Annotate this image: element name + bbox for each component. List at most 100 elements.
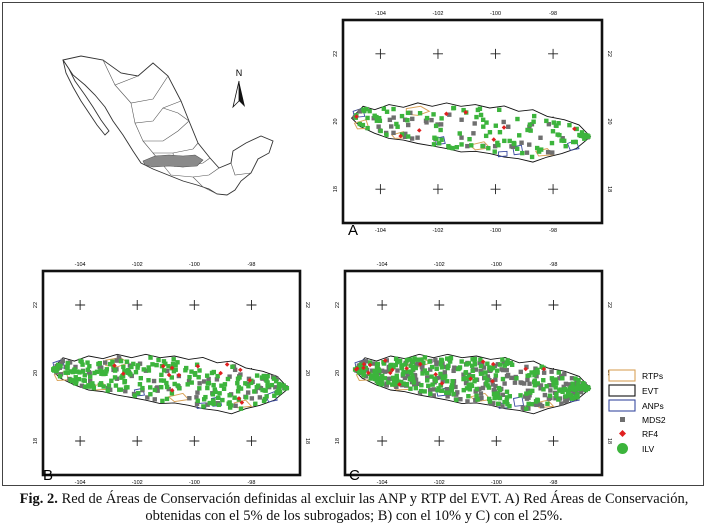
- ilv-point: [246, 383, 251, 389]
- ilv-point: [449, 385, 454, 390]
- ilv-point: [527, 373, 532, 378]
- mds2-point: [438, 122, 444, 127]
- ilv-point: [128, 372, 133, 377]
- ilv-point: [395, 124, 400, 129]
- grid-cross: [490, 48, 501, 59]
- lat-tick-label-left: 20: [333, 118, 339, 124]
- mds2-point: [479, 395, 484, 401]
- ilv-point: [495, 140, 500, 146]
- mexico-outline: [62, 55, 274, 196]
- mds2-point: [155, 388, 160, 393]
- ilv-point: [425, 378, 430, 383]
- lat-tick-label-left: 18: [33, 438, 39, 444]
- ilv-point: [527, 122, 533, 127]
- mds2-point: [152, 397, 157, 402]
- rf4-point: [541, 366, 547, 372]
- ilv-point: [524, 391, 529, 396]
- ilv-point: [439, 137, 444, 142]
- ilv-point: [213, 389, 218, 395]
- ilv-point: [395, 359, 400, 365]
- grid-cross: [432, 184, 443, 195]
- ilv-point: [393, 362, 398, 368]
- ilv-point: [431, 112, 436, 117]
- ilv-point: [101, 384, 106, 389]
- rf4-point: [354, 114, 359, 119]
- mexico-inset-map: N: [62, 55, 274, 196]
- legend-swatch: [617, 443, 628, 454]
- ilv-point: [236, 385, 242, 390]
- ilv-point: [177, 386, 182, 391]
- ilv-point: [380, 373, 385, 378]
- lat-tick-label-right: 22: [304, 302, 310, 308]
- ilv-point: [357, 121, 362, 127]
- mds2-point: [447, 387, 452, 393]
- ilv-point: [477, 106, 483, 111]
- ilv-point: [411, 380, 417, 385]
- ilv-point: [436, 386, 441, 391]
- ilv-point: [520, 150, 525, 156]
- mds2-point: [491, 387, 497, 393]
- ilv-point: [487, 399, 493, 404]
- ilv-point: [450, 378, 455, 384]
- ilv-point: [94, 369, 100, 375]
- ilv-point: [433, 123, 439, 129]
- ilv-point: [152, 387, 158, 393]
- ilv-point: [418, 388, 424, 394]
- mds2-point: [512, 380, 518, 385]
- grid-cross: [132, 436, 143, 446]
- ilv-point: [265, 373, 270, 379]
- ilv-point: [363, 365, 368, 371]
- mds2-point: [420, 368, 425, 373]
- ilv-point: [164, 396, 170, 402]
- ilv-point: [232, 395, 237, 400]
- ilv-point: [407, 376, 413, 382]
- lon-tick-label-bottom: -98: [247, 480, 255, 485]
- ilv-point: [379, 376, 384, 382]
- rf4-point: [218, 370, 223, 376]
- rf4-point: [169, 388, 175, 393]
- ilv-point: [204, 373, 210, 378]
- mds2-point: [394, 384, 399, 389]
- legend-swatch: [619, 430, 626, 437]
- ilv-point: [360, 122, 366, 128]
- legend: RTPs EVT ANPs MDS2 RF4 ILV: [608, 369, 666, 454]
- ilv-point: [205, 385, 210, 391]
- ilv-point: [243, 381, 248, 386]
- grid-cross: [377, 436, 388, 446]
- ilv-point: [98, 368, 103, 373]
- rf4-point: [388, 370, 393, 376]
- ilv-point: [133, 369, 139, 375]
- mds2-point: [524, 364, 529, 370]
- mds2-point: [440, 379, 445, 384]
- ilv-point: [65, 370, 71, 375]
- ilv-point: [70, 369, 76, 375]
- ilv-point: [535, 367, 540, 373]
- grid-cross: [375, 184, 386, 195]
- ilv-point: [264, 394, 269, 399]
- mds2-point: [500, 367, 506, 373]
- ilv-point: [492, 149, 497, 154]
- lon-tick-label-top: -104: [75, 262, 86, 268]
- ilv-point: [494, 368, 500, 373]
- mds2-point: [541, 370, 547, 375]
- ilv-point: [551, 382, 556, 387]
- ilv-point: [483, 375, 488, 380]
- ilv-point: [394, 377, 400, 383]
- ilv-point: [439, 388, 445, 393]
- ilv-point: [574, 126, 579, 132]
- ilv-point: [384, 132, 389, 137]
- ilv-point: [374, 118, 380, 123]
- mds2-point: [403, 131, 408, 137]
- rf4-point: [353, 367, 359, 372]
- ilv-point: [547, 393, 553, 398]
- grid-cross: [491, 300, 502, 310]
- ilv-point: [492, 395, 497, 401]
- rf4-point: [120, 371, 126, 376]
- ilv-point: [410, 367, 416, 372]
- rf4-point: [361, 361, 367, 367]
- grid-cross: [132, 300, 143, 310]
- rf4-point: [169, 365, 175, 371]
- ilv-point: [475, 397, 480, 402]
- ilv-point: [85, 360, 90, 365]
- ilv-point: [438, 127, 443, 133]
